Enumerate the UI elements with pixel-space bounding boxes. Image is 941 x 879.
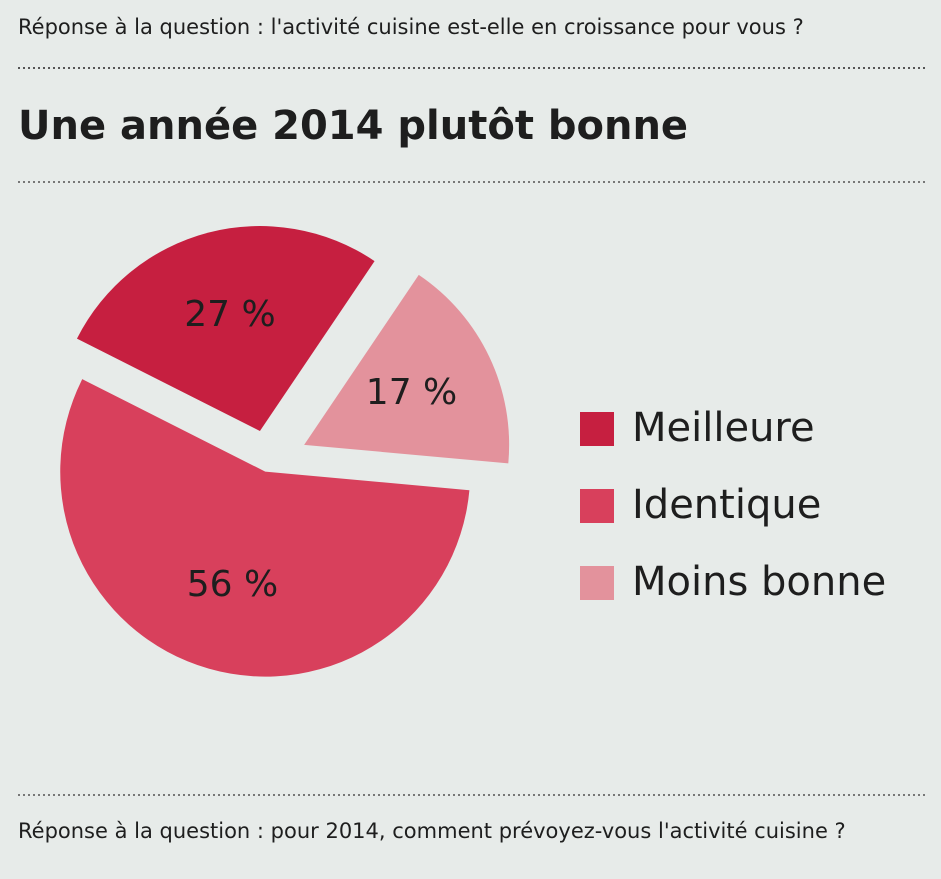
footer: Réponse à la question : pour 2014, comme… xyxy=(18,819,846,843)
slice-label: 27 % xyxy=(184,294,275,335)
pie-slice xyxy=(304,274,510,464)
legend-label: Meilleure xyxy=(632,405,815,451)
legend-swatch xyxy=(580,566,614,600)
legend-swatch xyxy=(580,489,614,523)
chart-title: Une année 2014 plutôt bonne xyxy=(18,103,688,149)
slice-label: 56 % xyxy=(187,564,278,605)
pie-slice xyxy=(76,226,375,432)
legend-label: Identique xyxy=(632,482,821,528)
pie-slice xyxy=(60,379,470,677)
header: Réponse à la question : l'activité cuisi… xyxy=(18,15,804,39)
legend-swatch xyxy=(580,412,614,446)
slice-label: 17 % xyxy=(366,372,457,413)
legend-label: Moins bonne xyxy=(632,559,886,605)
